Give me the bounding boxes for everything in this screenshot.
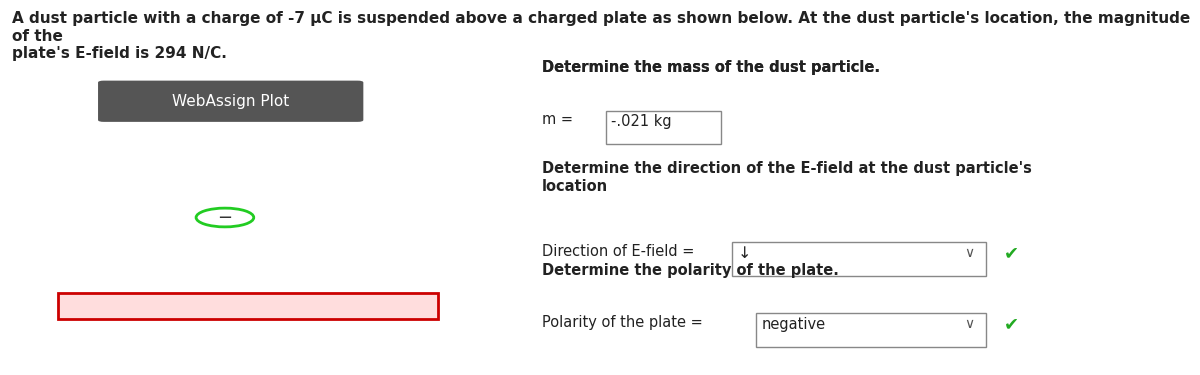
Text: ↓: ↓ [738,246,751,261]
Text: −: − [217,209,233,226]
Text: Polarity of the plate =: Polarity of the plate = [542,315,708,330]
Text: m =: m = [542,112,577,128]
Text: Direction of E-field =: Direction of E-field = [542,244,700,259]
Text: WebAssign Plot: WebAssign Plot [172,94,289,109]
Text: Determine the mass of the dust particle.: Determine the mass of the dust particle. [542,60,880,75]
Text: ∨: ∨ [965,317,974,332]
Text: Determine the mass of the dust particle.: Determine the mass of the dust particle. [542,60,880,75]
FancyBboxPatch shape [756,313,986,347]
FancyBboxPatch shape [58,292,438,319]
FancyBboxPatch shape [606,111,721,144]
Text: -.021 kg: -.021 kg [611,114,672,129]
Text: ✔: ✔ [1003,244,1019,262]
Circle shape [196,208,253,227]
Text: A dust particle with a charge of -7 μC is suspended above a charged plate as sho: A dust particle with a charge of -7 μC i… [12,11,1189,61]
Text: Determine the polarity of the plate.: Determine the polarity of the plate. [542,262,839,278]
FancyBboxPatch shape [732,242,986,276]
FancyBboxPatch shape [98,81,364,122]
Text: Determine the direction of the E-field at the dust particle's
location: Determine the direction of the E-field a… [542,161,1032,194]
Text: ∨: ∨ [965,246,974,260]
Text: negative: negative [761,317,826,332]
Text: ✔: ✔ [1003,315,1019,333]
